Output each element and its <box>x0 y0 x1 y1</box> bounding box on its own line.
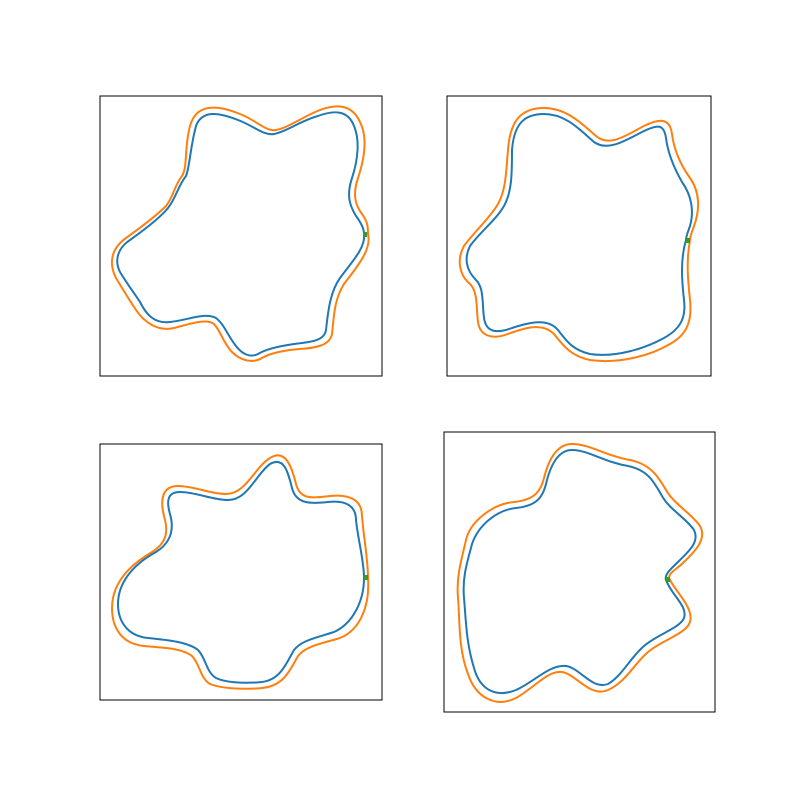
outer-contour <box>110 105 370 362</box>
axes-frame <box>99 443 383 701</box>
inner-contour <box>117 461 365 684</box>
outer-contour <box>458 107 700 363</box>
panel-bottom-right <box>443 431 716 713</box>
inner-contour <box>116 111 366 357</box>
inner-contour <box>465 113 693 356</box>
panel-top-left <box>99 95 383 377</box>
start-point-marker <box>364 575 368 580</box>
panel-top-right <box>446 95 712 377</box>
outer-contour <box>111 454 370 690</box>
outer-contour <box>456 443 703 703</box>
panel-bottom-left <box>99 443 383 701</box>
axes-frame <box>99 95 383 377</box>
start-point-marker <box>666 577 670 582</box>
axes-frame <box>443 431 716 713</box>
axes-frame <box>446 95 712 377</box>
start-point-marker <box>363 232 367 237</box>
start-point-marker <box>686 238 690 243</box>
inner-contour <box>462 449 697 695</box>
